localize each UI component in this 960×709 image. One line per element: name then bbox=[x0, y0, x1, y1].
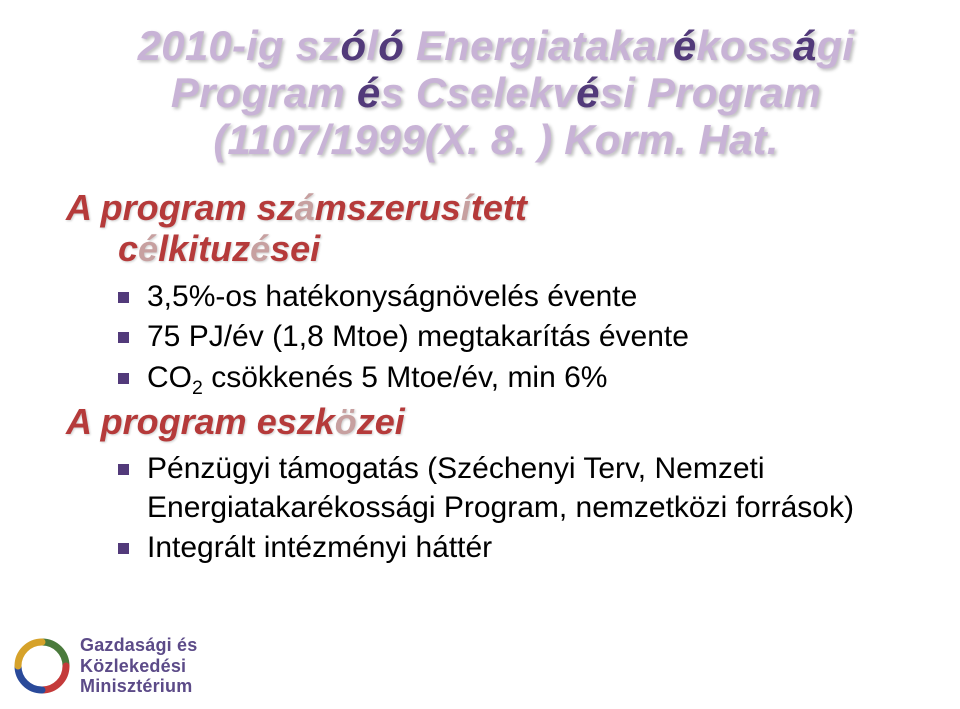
section-2-bullets: Pénzügyi támogatás (Széchenyi Terv, Nemz… bbox=[118, 450, 930, 567]
footer-line-1: Gazdasági és bbox=[80, 635, 197, 656]
section-2-heading: A program eszközei bbox=[66, 401, 930, 442]
bullet-text: Integrált intézményi háttér bbox=[147, 529, 930, 567]
t1c: l bbox=[366, 22, 378, 69]
s1h-b: á bbox=[295, 187, 315, 228]
t2a: Program bbox=[171, 69, 357, 116]
bullet-square-icon bbox=[118, 332, 129, 343]
s1h-e: tett bbox=[471, 187, 527, 228]
bullet-text: Pénzügyi támogatás (Széchenyi Terv, Nemz… bbox=[147, 450, 930, 527]
title-line-2: Program és Cselekvési Program bbox=[62, 69, 930, 116]
t1h: á bbox=[793, 22, 817, 69]
bullet-item: Integrált intézményi háttér bbox=[118, 529, 930, 567]
section-1-heading: A program számszerusített célkituzései bbox=[66, 187, 930, 270]
t1g: koss bbox=[696, 22, 793, 69]
s2h-a: A program eszk bbox=[66, 401, 335, 442]
footer: Gazdasági és Közlekedési Minisztérium bbox=[14, 635, 197, 697]
bullet-text: CO2 csökkenés 5 Mtoe/év, min 6% bbox=[147, 359, 930, 397]
s1h-c: mszerus bbox=[315, 187, 461, 228]
t1i: gi bbox=[817, 22, 855, 69]
slide-content: 2010-ig szóló Energiatakarékossági Progr… bbox=[62, 22, 930, 568]
t3a: (1107/1999(X. 8. ) Korm. Hat. bbox=[213, 116, 778, 163]
t1b: ó bbox=[341, 22, 367, 69]
t2e: si Program bbox=[600, 69, 821, 116]
t1e: Energiatakar bbox=[404, 22, 673, 69]
bullet-square-icon bbox=[118, 292, 129, 303]
bullet-text: 75 PJ/év (1,8 Mtoe) megtakarítás évente bbox=[147, 318, 930, 356]
bullet-square-icon bbox=[118, 543, 129, 554]
s1h-a: A program sz bbox=[66, 187, 295, 228]
title-line-3: (1107/1999(X. 8. ) Korm. Hat. bbox=[62, 116, 930, 163]
t1d: ó bbox=[378, 22, 404, 69]
ministry-logo bbox=[14, 638, 70, 694]
s1h2-c: lkituz bbox=[158, 228, 250, 269]
footer-line-3: Minisztérium bbox=[80, 676, 197, 697]
t1f: é bbox=[673, 22, 697, 69]
t1a: 2010-ig sz bbox=[138, 22, 341, 69]
bullet-square-icon bbox=[118, 373, 129, 384]
s1h2-a: c bbox=[118, 228, 138, 269]
t2d: é bbox=[576, 69, 600, 116]
s1h2-b: é bbox=[138, 228, 158, 269]
t2b: é bbox=[357, 69, 381, 116]
bullet-square-icon bbox=[118, 464, 129, 475]
footer-text: Gazdasági és Közlekedési Minisztérium bbox=[80, 635, 197, 697]
footer-line-2: Közlekedési bbox=[80, 656, 197, 677]
bullet-item: 75 PJ/év (1,8 Mtoe) megtakarítás évente bbox=[118, 318, 930, 356]
s2h-c: zei bbox=[357, 401, 405, 442]
bullet-item: 3,5%-os hatékonyságnövelés évente bbox=[118, 278, 930, 316]
s1h-d: í bbox=[461, 187, 471, 228]
bullet-item: CO2 csökkenés 5 Mtoe/év, min 6% bbox=[118, 359, 930, 397]
bullet-item: Pénzügyi támogatás (Széchenyi Terv, Nemz… bbox=[118, 450, 930, 527]
title-line-1: 2010-ig szóló Energiatakarékossági bbox=[62, 22, 930, 69]
section-1-bullets: 3,5%-os hatékonyságnövelés évente75 PJ/é… bbox=[118, 278, 930, 397]
t2c: s Cselekv bbox=[380, 69, 576, 116]
s2h-b: ö bbox=[335, 401, 357, 442]
s1h2-d: é bbox=[250, 228, 270, 269]
s1h2-e: sei bbox=[270, 228, 320, 269]
bullet-text: 3,5%-os hatékonyságnövelés évente bbox=[147, 278, 930, 316]
